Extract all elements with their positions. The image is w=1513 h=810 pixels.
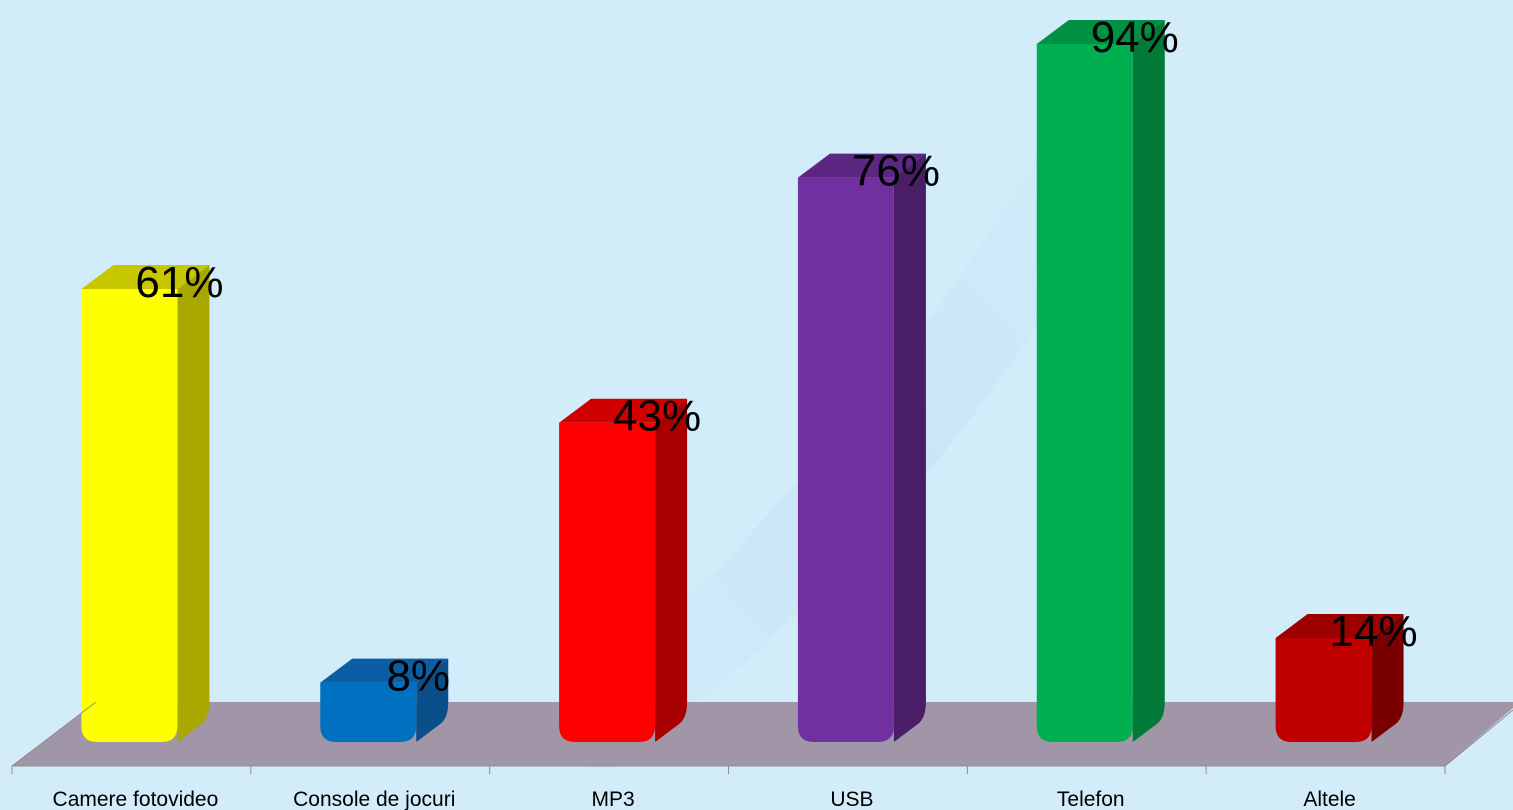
- bar-1: [81, 265, 210, 742]
- category-label: Altele: [1303, 788, 1356, 810]
- data-label: 76%: [852, 147, 940, 196]
- data-label: 14%: [1330, 607, 1418, 656]
- data-label: 61%: [135, 258, 223, 307]
- background-swoosh: [450, 20, 1200, 810]
- bar-side-face: [893, 153, 926, 743]
- floor-left-edge: [11, 701, 97, 767]
- bar-top-face: [1275, 614, 1404, 639]
- bar-front-face: [81, 289, 178, 742]
- data-label: 8%: [386, 652, 450, 701]
- category-label: Camere fotovideo: [53, 788, 219, 810]
- bar-2: [320, 658, 449, 742]
- data-label: 94%: [1091, 13, 1179, 62]
- bar-5: [1036, 20, 1165, 742]
- category-label: USB: [830, 788, 873, 810]
- bar-front-face: [1036, 44, 1133, 742]
- category-label: Telefon: [1057, 788, 1125, 810]
- data-label: 43%: [613, 392, 701, 441]
- bar-4: [797, 153, 926, 743]
- bar-side-face: [1371, 614, 1404, 742]
- bar-3: [559, 398, 688, 742]
- bar-front-face: [797, 177, 894, 743]
- bar-top-face: [1036, 20, 1165, 44]
- bar-side-face: [416, 658, 449, 742]
- bar-side-face: [655, 398, 688, 742]
- bar-front-face: [320, 682, 417, 742]
- x-axis-depth-line: [1444, 709, 1513, 767]
- bar-top-face: [797, 153, 926, 178]
- bar-top-face: [320, 658, 449, 683]
- bar-front-face: [559, 422, 656, 742]
- bar-top-face: [81, 265, 210, 290]
- bar-6: [1275, 614, 1404, 742]
- bar-front-face: [1275, 638, 1372, 742]
- category-label: MP3: [591, 788, 634, 810]
- bar-top-face: [559, 398, 688, 423]
- bar-side-face: [177, 265, 210, 742]
- category-label: Console de jocuri: [293, 788, 455, 810]
- bar-side-face: [1132, 20, 1165, 742]
